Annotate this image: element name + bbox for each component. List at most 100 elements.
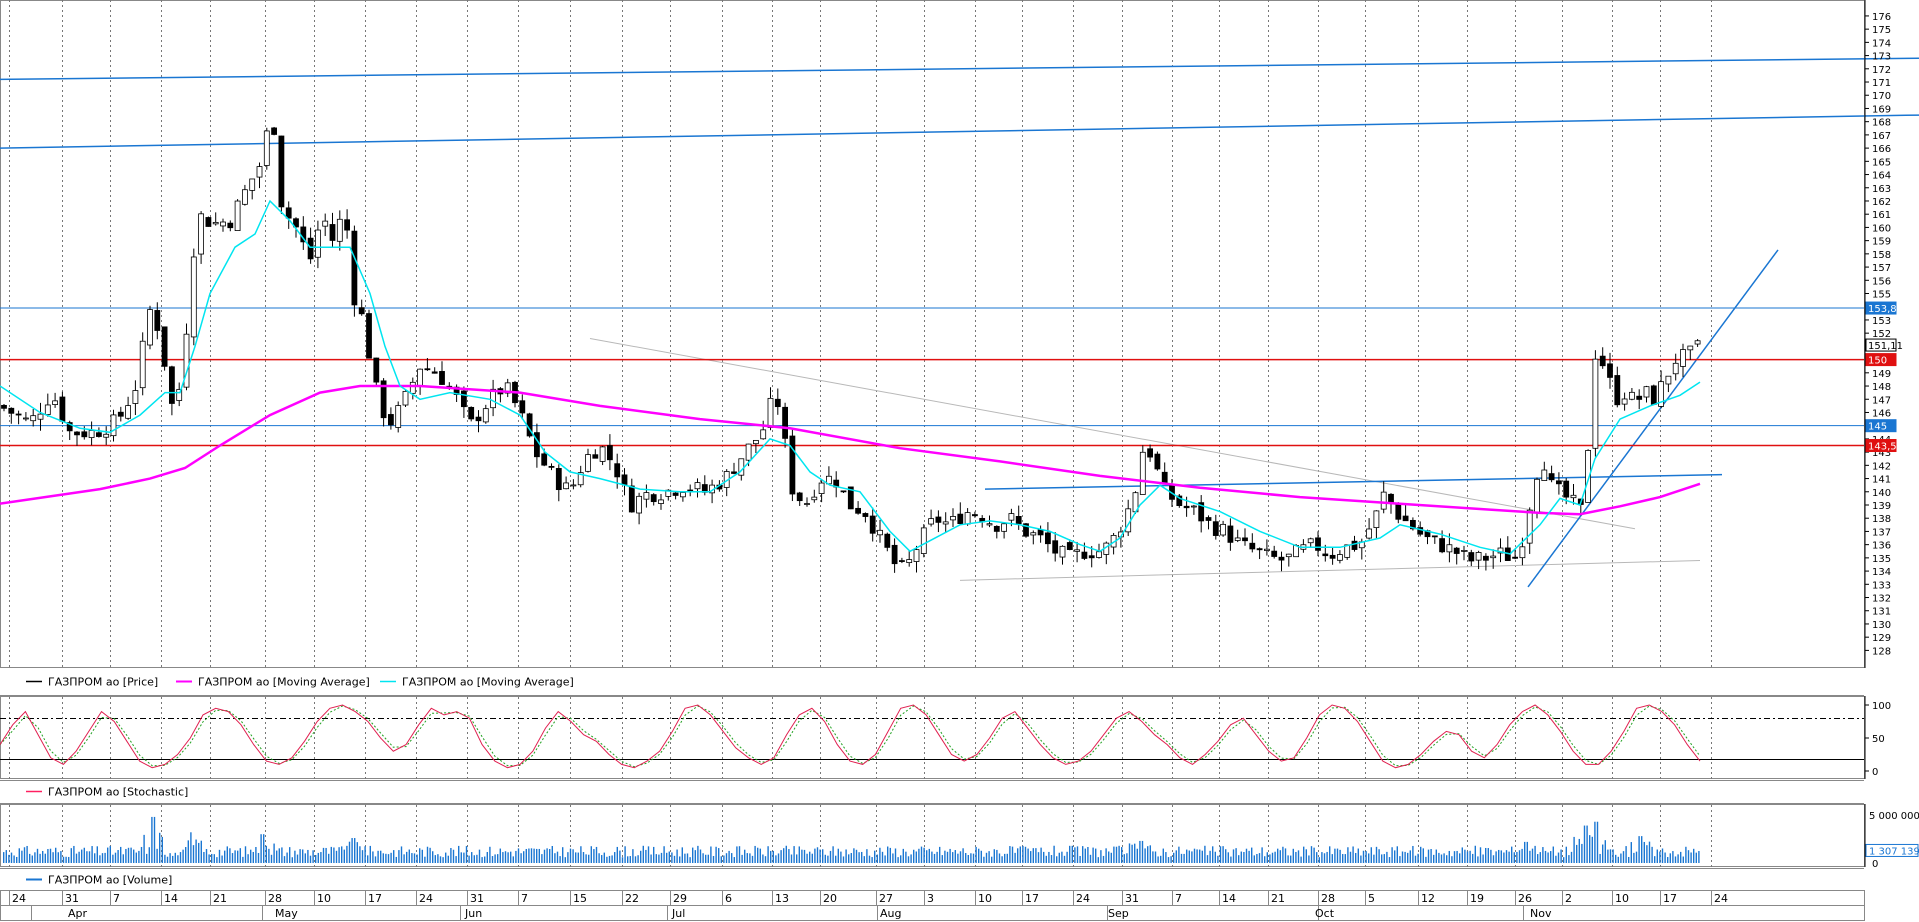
candle-body-148 (1081, 551, 1088, 559)
candle-body-69 (504, 382, 511, 394)
volume-panel[interactable] (0, 804, 1865, 868)
candle-body-106 (774, 398, 781, 408)
volume-bar-164 (429, 847, 431, 863)
candle-body-230 (1680, 349, 1686, 367)
volume-bar-433 (1128, 843, 1131, 863)
volume-bar-371 (967, 855, 969, 863)
volume-bar-616 (1604, 840, 1606, 863)
volume-bar-376 (980, 850, 982, 863)
candle-body-33 (241, 189, 248, 205)
volume-bar-142 (372, 851, 374, 863)
volume-bar-283 (738, 846, 741, 863)
candle-body-119 (869, 515, 876, 534)
volume-bar-569 (1482, 854, 1484, 863)
candle-body-175 (1278, 556, 1285, 561)
volume-bar-485 (1264, 856, 1266, 863)
volume-bar-24 (65, 856, 67, 863)
volume-bar-482 (1256, 854, 1258, 863)
volume-bar-461 (1201, 850, 1203, 863)
volume-bar-210 (549, 849, 551, 863)
candle-body-181 (1322, 553, 1329, 557)
volume-bar-79 (208, 854, 210, 863)
volume-bar-77 (203, 851, 205, 863)
volume-bar-269 (702, 853, 704, 863)
price-label-text-2: 150 (1868, 356, 1887, 367)
volume-bar-374 (975, 846, 977, 863)
volume-bar-217 (567, 852, 569, 863)
volume-bar-291 (759, 848, 761, 863)
stochastic-panel[interactable] (0, 696, 1865, 780)
candle-body-215 (1570, 494, 1577, 499)
volume-bar-593 (1544, 850, 1547, 863)
volume-bar-105 (276, 850, 278, 863)
candle-body-53 (387, 414, 394, 426)
candle-body-77 (563, 482, 569, 490)
volume-bar-50 (133, 849, 135, 863)
volume-bar-54 (143, 834, 145, 863)
volume-bar-6 (18, 848, 20, 863)
legend-item-moving-average-short[interactable]: ГАЗПРОМ ао [Moving Average] (380, 676, 574, 689)
volume-bar-255 (666, 852, 668, 863)
volume-bar-466 (1214, 851, 1216, 863)
volume-bar-109 (286, 852, 288, 863)
candle-body-89 (650, 494, 657, 503)
volume-bar-319 (832, 846, 834, 863)
day-label-0: 24 (12, 892, 26, 905)
candle-body-116 (847, 486, 854, 510)
volume-bar-116 (304, 853, 306, 863)
volume-bar-475 (1238, 855, 1240, 863)
volume-bar-40 (107, 847, 109, 863)
legend-item-stochastic[interactable]: ГАЗПРОМ ао [Stochastic] (26, 786, 188, 799)
volume-bar-12 (34, 852, 36, 863)
day-label-5: 28 (268, 892, 282, 905)
volume-bar-227 (593, 849, 595, 863)
volume-bar-64 (169, 853, 171, 863)
volume-bar-213 (556, 851, 559, 863)
volume-bar-152 (398, 850, 400, 863)
legend-item-moving-average-long[interactable]: ГАЗПРОМ ао [Moving Average] (176, 676, 370, 689)
candle-body-201 (1468, 552, 1475, 562)
volume-bar-254 (663, 846, 665, 863)
volume-bar-481 (1253, 855, 1255, 863)
volume-bar-579 (1508, 851, 1510, 863)
trendline-3 (959, 560, 1701, 581)
volume-bar-369 (962, 848, 964, 863)
volume-bar-326 (850, 853, 852, 863)
candle-body-5 (37, 413, 44, 420)
volume-bar-509 (1326, 851, 1328, 863)
volume-bar-362 (944, 850, 946, 863)
volume-bar-533 (1388, 857, 1391, 863)
price-panel[interactable] (0, 0, 1919, 668)
volume-bar-379 (988, 851, 990, 863)
candle-body-12 (88, 430, 95, 438)
volume-bar-472 (1230, 856, 1232, 863)
candle-body-57 (417, 368, 424, 387)
volume-bar-89 (234, 850, 236, 863)
volume-bar-615 (1602, 844, 1604, 863)
trendline-2 (589, 337, 1636, 530)
day-label-33: 17 (1663, 892, 1677, 905)
volume-bar-504 (1313, 847, 1315, 863)
candle-body-194 (1417, 527, 1424, 535)
volume-bar-148 (387, 854, 390, 863)
candle-body-1 (8, 407, 15, 414)
price-tick-label-2: 130 (1872, 620, 1891, 631)
candle-body-44 (322, 220, 329, 227)
candle-body-185 (1351, 540, 1358, 550)
legend-item-price[interactable]: ГАЗПРОМ ао [Price] (26, 676, 158, 689)
price-panel-frame (0, 0, 1865, 668)
volume-bar-491 (1279, 850, 1281, 863)
candle-body-137 (1001, 523, 1007, 532)
candle-body-52 (380, 380, 387, 419)
volume-bar-541 (1409, 850, 1411, 863)
candle-body-224 (1636, 395, 1643, 400)
volume-bar-10 (29, 853, 31, 863)
volume-bar-349 (910, 854, 912, 863)
volume-bar-111 (291, 857, 293, 863)
volume-bar-312 (814, 848, 816, 863)
candle-body-223 (1629, 391, 1635, 400)
legend-item-volume[interactable]: ГАЗПРОМ ао [Volume] (26, 874, 172, 887)
volume-bar-106 (278, 848, 280, 863)
volume-bar-86 (226, 846, 228, 863)
